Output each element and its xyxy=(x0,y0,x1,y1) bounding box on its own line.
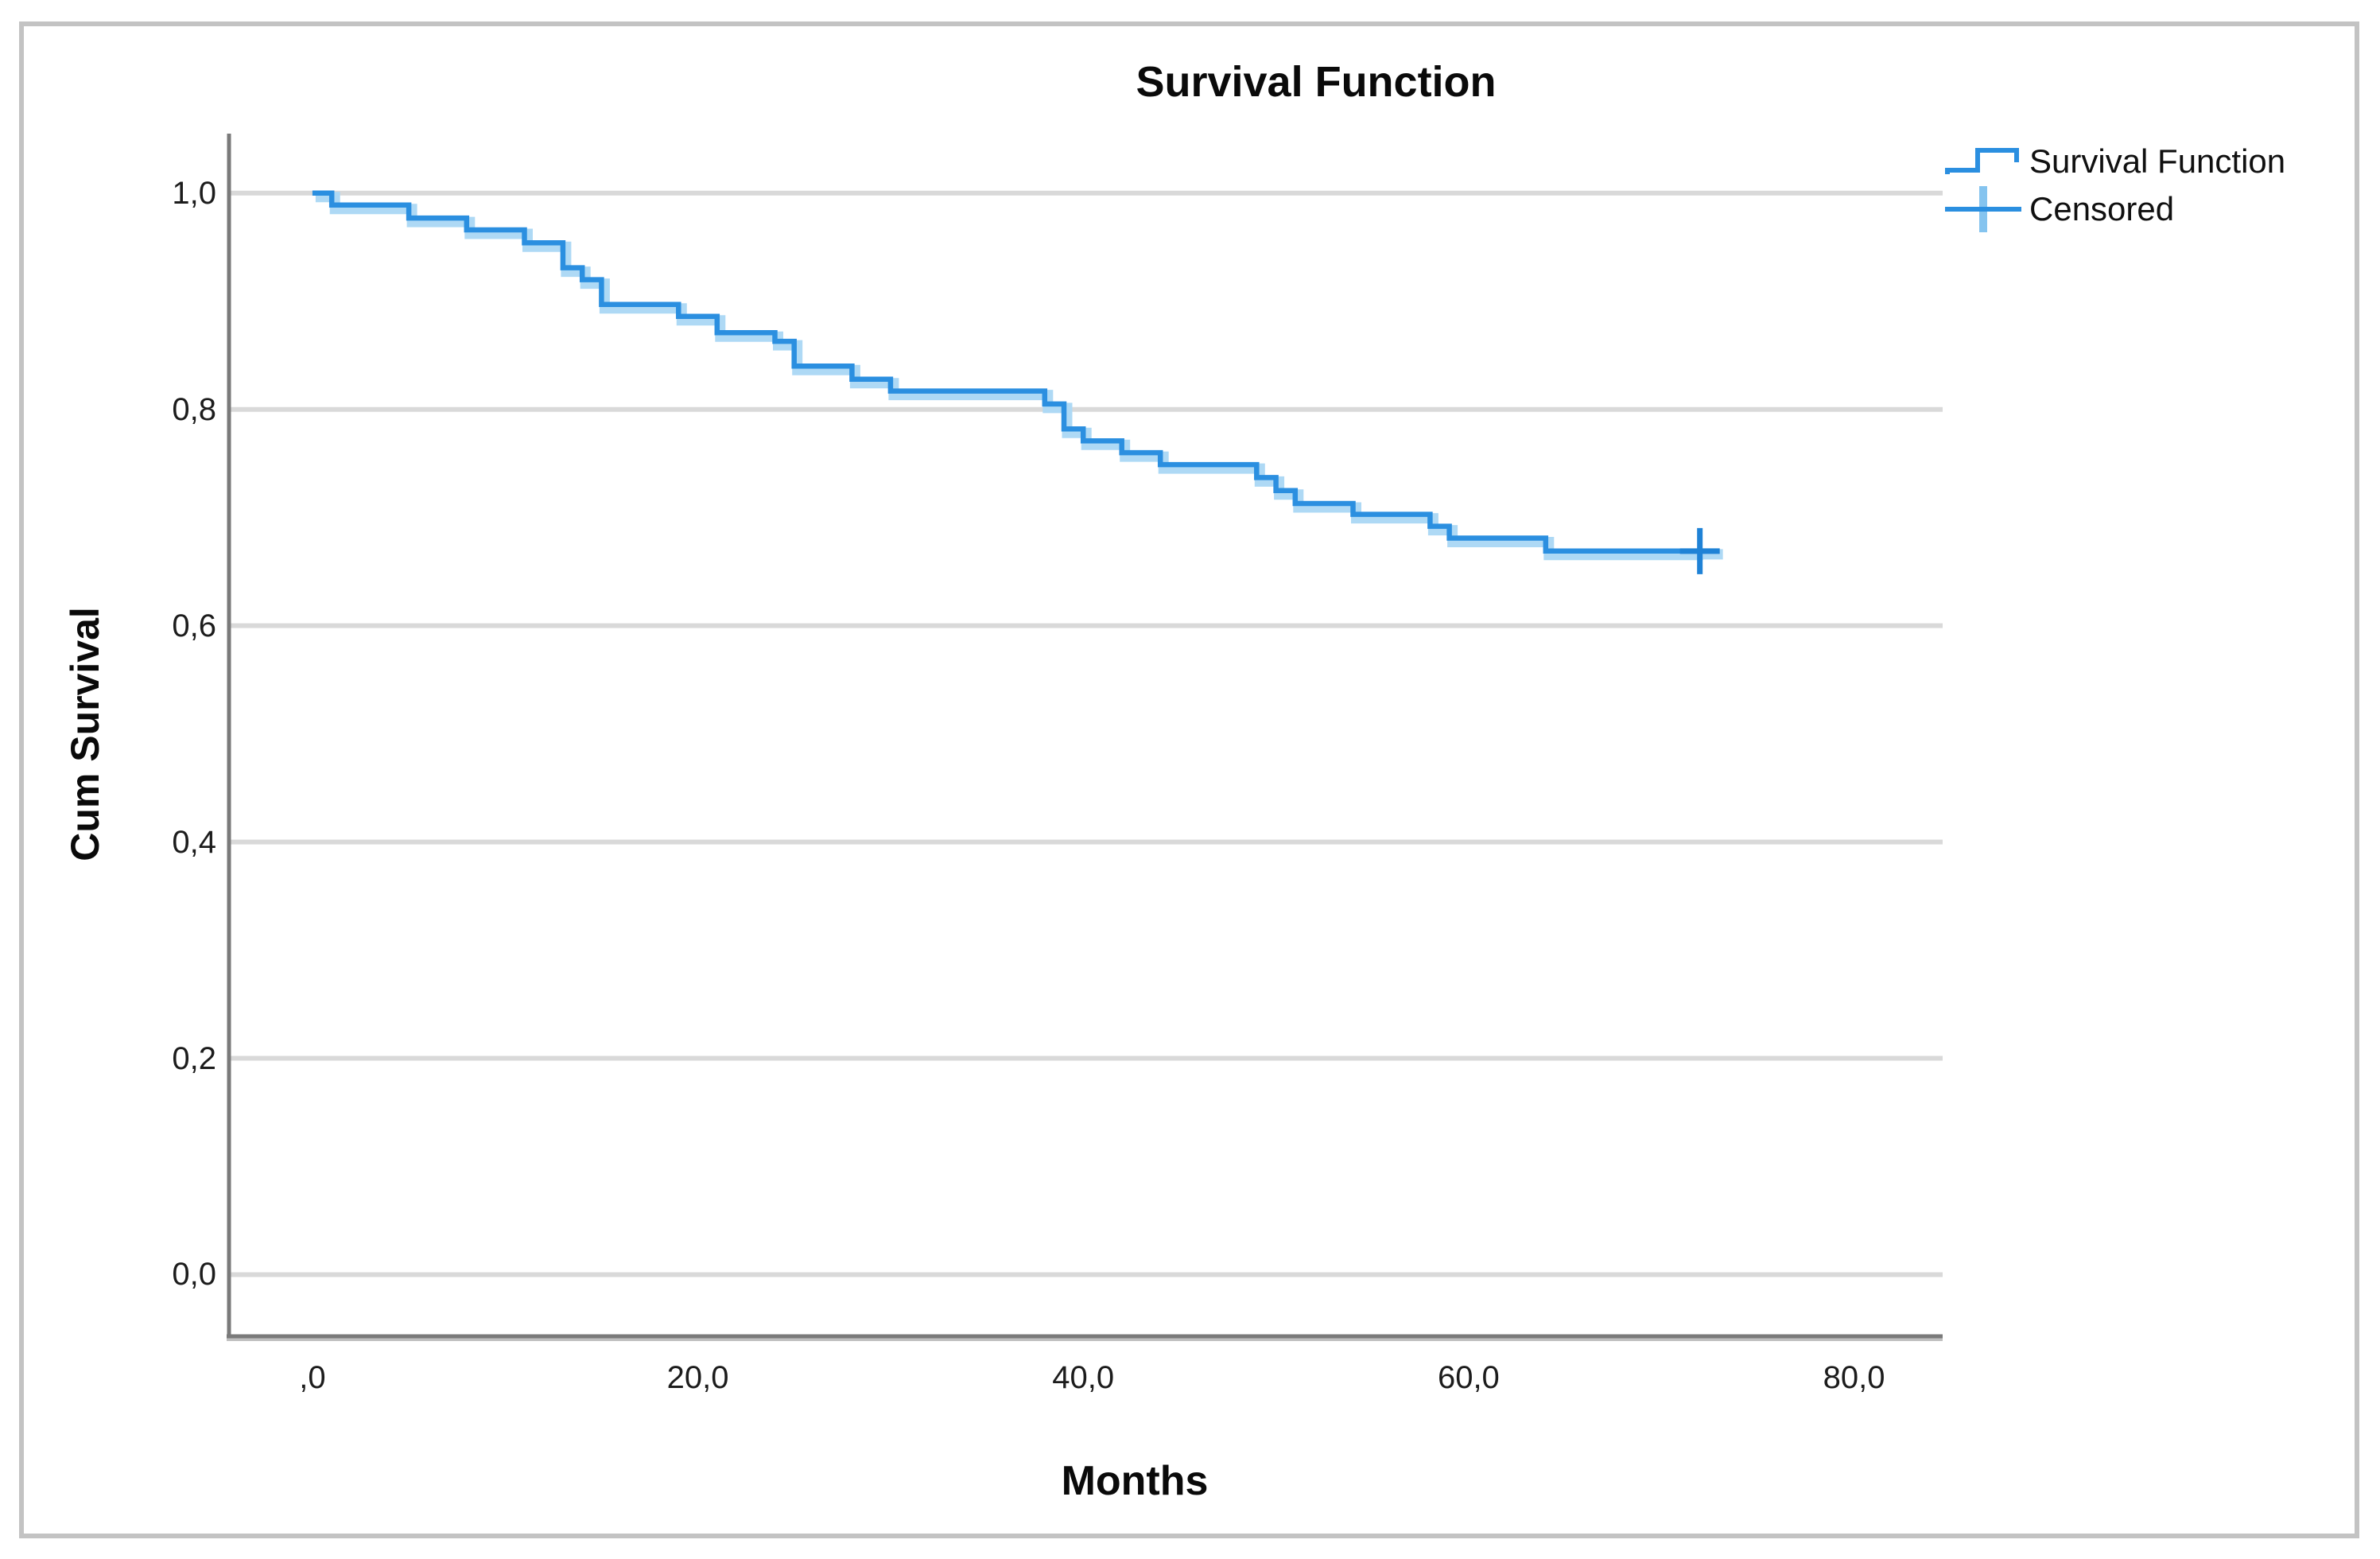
legend-label-survival-function: Survival Function xyxy=(2029,142,2286,180)
y-tick-label-1,0: 1,0 xyxy=(172,175,216,211)
x-tick-label-20,0: 20,0 xyxy=(666,1360,729,1395)
y-tick-label-0,0: 0,0 xyxy=(172,1257,216,1293)
y-tick-label-0,8: 0,8 xyxy=(172,391,216,427)
chart-title: Survival Function xyxy=(1136,58,1497,106)
legend-label-censored: Censored xyxy=(2029,190,2175,227)
x-axis-title: Months xyxy=(1061,1458,1209,1504)
x-tick-label-60,0: 60,0 xyxy=(1437,1360,1500,1395)
survival-step-line xyxy=(312,190,1700,554)
figure-border xyxy=(19,21,2359,1538)
y-tick-label-0,6: 0,6 xyxy=(172,608,216,643)
legend-step-line-glyph xyxy=(1945,148,2019,174)
y-tick-label-0,4: 0,4 xyxy=(172,824,216,860)
survival-step-line-halo xyxy=(315,192,1703,561)
x-tick-label-,0: ,0 xyxy=(299,1360,326,1395)
x-tick-label-80,0: 80,0 xyxy=(1823,1360,1885,1395)
x-tick-label-40,0: 40,0 xyxy=(1052,1360,1115,1395)
y-tick-label-0,2: 0,2 xyxy=(172,1040,216,1076)
